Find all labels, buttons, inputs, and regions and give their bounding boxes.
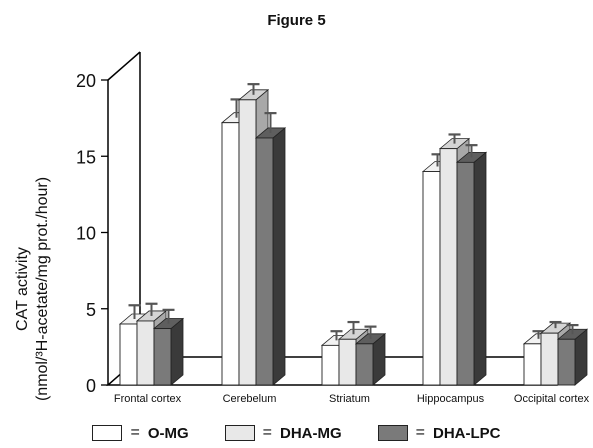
y-tick-label: 5 [86, 300, 96, 320]
legend-equals: = [262, 424, 272, 441]
legend-label-dha-lpc: DHA-LPC [433, 424, 501, 442]
bar [540, 332, 559, 386]
axis-top-connector [107, 51, 141, 81]
bar [422, 171, 441, 386]
legend-equals: = [130, 424, 140, 441]
bar [523, 343, 542, 386]
legend-item-dha-mg: = DHA-MG [224, 424, 342, 442]
bar [255, 137, 274, 386]
bar [153, 328, 172, 386]
bar [321, 344, 340, 386]
legend-swatch-dha-mg [224, 425, 255, 441]
legend-equals: = [415, 424, 425, 441]
x-tick-label: Occipital cortex [514, 393, 590, 405]
y-axis-label: CAT activity [14, 247, 31, 331]
y-tick-label: 20 [76, 71, 96, 91]
bar [456, 161, 475, 386]
bar-side [473, 151, 487, 386]
bar [557, 338, 576, 386]
x-tick-label: Striatum [329, 393, 370, 405]
bar-side [170, 317, 184, 386]
bar [119, 323, 138, 386]
legend-item-dha-lpc: = DHA-LPC [377, 424, 501, 442]
legend-swatch-dha-lpc [377, 425, 408, 441]
y-tick-label: 15 [76, 147, 96, 167]
legend-item-o-mg: = O-MG [92, 424, 189, 442]
bar [355, 343, 374, 386]
legend-label-dha-mg: DHA-MG [280, 424, 342, 442]
y-tick-label: 10 [76, 224, 96, 244]
x-tick-label: Hippocampus [417, 393, 485, 405]
bar-side [272, 127, 286, 386]
y-tick-label: 0 [86, 376, 96, 396]
legend-swatch-o-mg [92, 425, 123, 441]
bar [238, 99, 257, 386]
x-tick-label: Cerebelum [223, 393, 277, 405]
bar [439, 148, 458, 386]
x-tick-label: Frontal cortex [114, 393, 182, 405]
chart-title: Figure 5 [267, 12, 326, 29]
y-axis-label-units: (nmol/³H-acetate/mg prot./hour) [34, 177, 51, 401]
bar [136, 320, 155, 386]
bar [221, 122, 240, 386]
bar [338, 338, 357, 386]
chart-legend: = O-MG = DHA-MG = DHA-LPC [0, 424, 593, 442]
legend-label-o-mg: O-MG [147, 424, 189, 442]
